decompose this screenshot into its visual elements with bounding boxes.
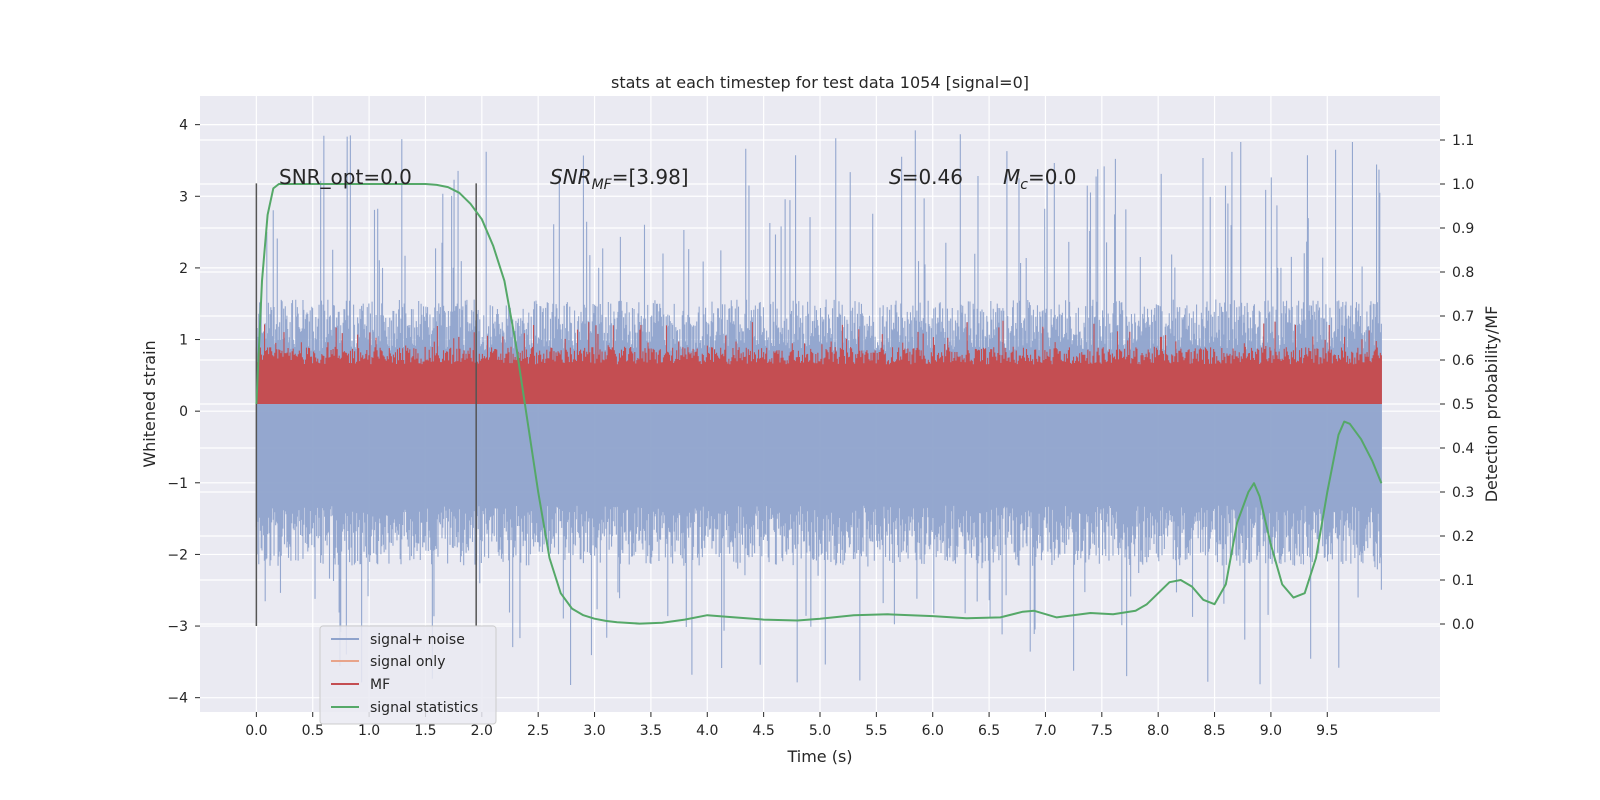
legend-box: [319, 625, 497, 725]
y-right-tick-label: 0.9: [1452, 221, 1474, 237]
x-tick-label: 8.0: [1147, 723, 1169, 739]
y-right-tick-label: 1.0: [1452, 177, 1474, 193]
y-right-tick-label: 0.8: [1452, 265, 1474, 281]
y-tick-label: 3: [179, 189, 188, 205]
x-tick-label: 4.0: [696, 723, 718, 739]
tick-labels: 0.0 0.5 1.0 1.5 2.0 2.5 3.0 3.5 4.0 4.5 5.0 5.5 6.0 6…: [167, 118, 1474, 739]
y-right-tick-label: 0.4: [1452, 441, 1474, 457]
x-tick-label: 2.0: [471, 723, 493, 739]
y-tick-label: −1: [167, 476, 188, 492]
mc-annotation: Mc=0.0: [1003, 165, 1077, 193]
chart-title: stats at each timestep for test data 105…: [611, 73, 1029, 92]
snr-opt-annotation: SNR_opt=0.0: [279, 165, 412, 189]
y-tick-label: 4: [179, 118, 188, 134]
y-tick-label: −4: [167, 691, 188, 707]
x-tick-label: 0.5: [302, 723, 324, 739]
snr-mf-base: SNR: [550, 165, 592, 189]
mc-sub: c: [1020, 177, 1028, 193]
y-right-tick-label: 0.5: [1452, 397, 1474, 413]
x-tick-label: 3.5: [640, 723, 662, 739]
y-right-tick-label: 0.0: [1452, 617, 1474, 633]
y-tick-label: −2: [167, 547, 188, 563]
y-tick-label: 0: [179, 404, 188, 420]
x-tick-label: 4.5: [753, 723, 775, 739]
x-tick-label: 5.0: [809, 723, 831, 739]
x-tick-label: 0.0: [245, 723, 267, 739]
y-right-tick-label: 0.6: [1452, 353, 1474, 369]
snr-mf-value: =[3.98]: [612, 165, 689, 189]
s-annotation: S=0.46: [889, 165, 963, 189]
snr-mf-sub: MF: [592, 177, 613, 193]
y-right-tick-label: 0.3: [1452, 485, 1474, 501]
signal-statistics-line: [255, 183, 1383, 625]
y-right-tick-label: 0.1: [1452, 573, 1474, 589]
x-axis-label: Time (s): [786, 747, 852, 766]
x-tick-label: 1.0: [358, 723, 380, 739]
y-axis-label-right: Detection probability/MF: [1482, 306, 1501, 503]
legend-label-signal-only: signal only: [370, 654, 445, 670]
y-axis-label-left: Whitened strain: [140, 340, 159, 467]
y-right-tick-label: 0.7: [1452, 309, 1474, 325]
legend-label-mf: MF: [370, 677, 390, 693]
s-value: =0.46: [902, 165, 963, 189]
x-tick-label: 2.5: [527, 723, 549, 739]
y-tick-label: −3: [167, 619, 188, 635]
x-tick-label: 6.0: [922, 723, 944, 739]
y-tick-label: 2: [179, 261, 188, 277]
s-label: S: [889, 165, 902, 189]
signal-statistics-series: [255, 183, 1383, 625]
y-tick-label: 1: [179, 333, 188, 349]
mc-label: M: [1003, 165, 1020, 189]
x-tick-label: 9.5: [1316, 723, 1338, 739]
vertical-markers: [255, 183, 477, 627]
x-tick-label: 6.5: [978, 723, 1000, 739]
legend: signal+ noise signal only MF signal stat…: [319, 625, 497, 725]
y-right-tick-label: 1.1: [1452, 133, 1474, 149]
x-tick-label: 7.5: [1091, 723, 1113, 739]
mc-value: =0.0: [1028, 165, 1077, 189]
x-tick-label: 1.5: [414, 723, 436, 739]
x-tick-label: 7.0: [1034, 723, 1056, 739]
x-tick-label: 9.0: [1260, 723, 1282, 739]
x-tick-label: 3.0: [583, 723, 605, 739]
x-tick-label: 5.5: [865, 723, 887, 739]
legend-label-signal-noise: signal+ noise: [370, 632, 465, 648]
x-tick-label: 8.5: [1203, 723, 1225, 739]
legend-label-signal-statistics: signal statistics: [370, 700, 478, 716]
y-right-tick-label: 0.2: [1452, 529, 1474, 545]
snr-mf-annotation: SNRMF=[3.98]: [550, 165, 689, 193]
